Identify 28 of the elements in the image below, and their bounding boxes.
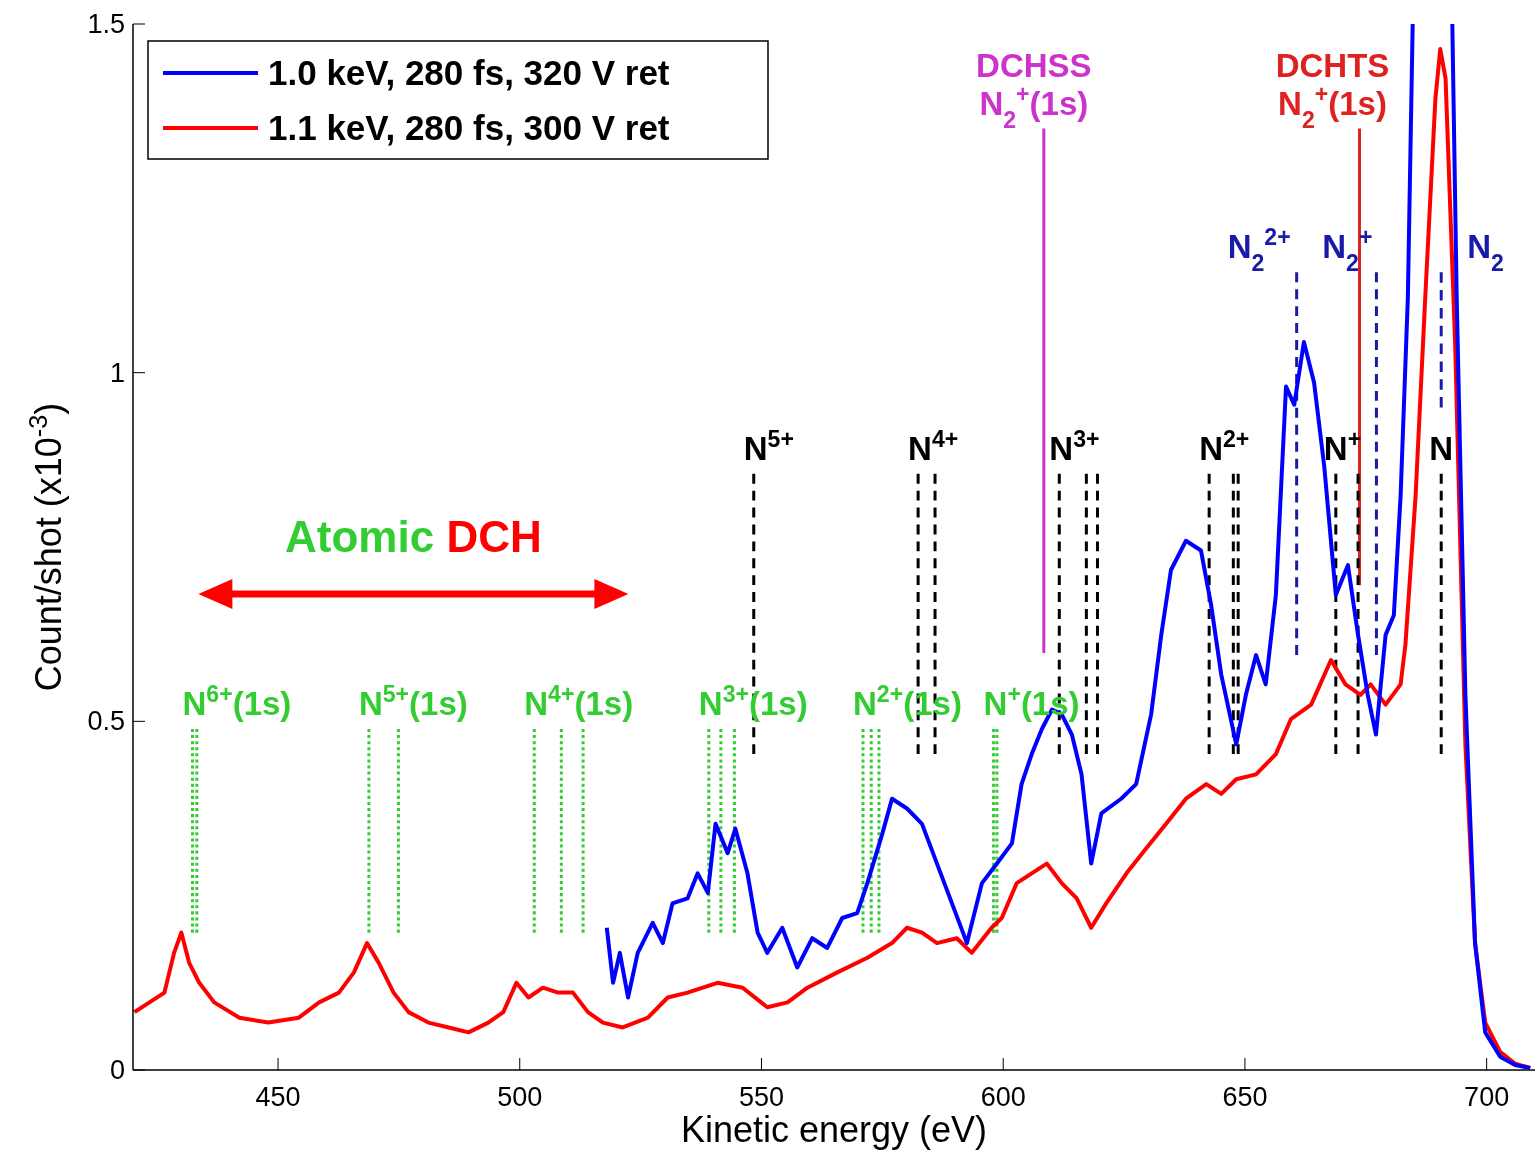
x-axis-title: Kinetic energy (eV): [680, 1109, 988, 1150]
y-tick-label: 0: [109, 1055, 125, 1085]
legend-label: 1.1 keV, 280 fs, 300 V ret: [268, 108, 670, 147]
x-tick-label: 500: [497, 1082, 543, 1112]
series-label: DCHTS N$_{2}$$^{+}$(1s): [1275, 46, 1390, 133]
series-label: N$^{4+}$(1s): [524, 681, 634, 722]
series-label: N: [1429, 429, 1454, 467]
series-label: DCHSS N$_{2}$$^{+}$(1s): [976, 46, 1092, 133]
series-label: N$^{5+}$(1s): [358, 681, 468, 722]
y-tick-label: 1.5: [87, 9, 125, 39]
series-label: N$^{4+}$: [908, 425, 959, 467]
series-label: N$^{5+}$: [743, 425, 794, 467]
x-tick-label: 450: [255, 1082, 301, 1112]
series-label: N$^{2+}$: [1199, 425, 1250, 467]
annotation: Atomic DCH: [285, 512, 542, 562]
legend-label: 1.0 keV, 280 fs, 320 V ret: [268, 53, 670, 92]
series-label: N$^{3+}$(1s): [698, 681, 808, 722]
series-label: N$^{3+}$: [1049, 425, 1100, 467]
series-label: N$^{2+}$(1s): [853, 681, 962, 722]
x-tick-label: 700: [1464, 1082, 1510, 1112]
series-label: N$_{2}$: [1467, 228, 1504, 277]
x-tick-label: 550: [738, 1082, 785, 1112]
x-tick-label: 650: [1222, 1082, 1268, 1112]
series-label: N$^{6+}$(1s): [182, 681, 292, 722]
series-label: N$^{+}$(1s): [983, 681, 1080, 722]
x-tick-label: 600: [980, 1082, 1026, 1112]
y-tick-label: 1: [109, 357, 125, 388]
y-tick-label: 0.5: [87, 706, 125, 737]
